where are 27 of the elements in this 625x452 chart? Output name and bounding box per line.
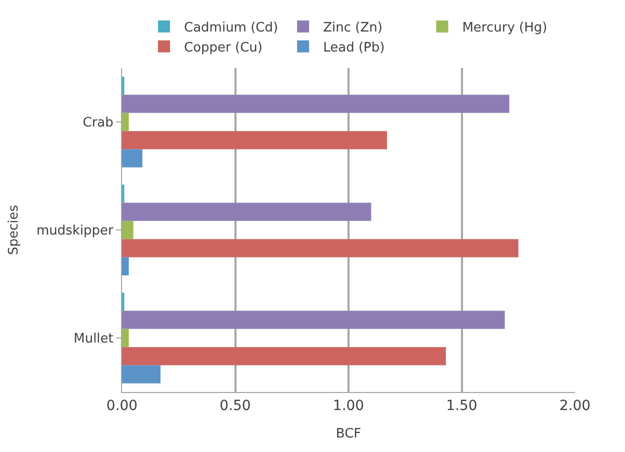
y-tick-label: Crab xyxy=(82,116,114,131)
bar xyxy=(122,131,388,150)
bar xyxy=(122,94,510,113)
x-tick-label: 0.50 xyxy=(220,398,251,414)
y-tick-label: Mullet xyxy=(74,332,114,347)
bar xyxy=(122,365,161,384)
bar xyxy=(122,347,446,366)
legend-label: Zinc (Zn) xyxy=(323,20,382,36)
x-axis-title: BCF xyxy=(336,426,362,442)
legend-label: Copper (Cu) xyxy=(184,40,262,56)
x-tick-label: 0.00 xyxy=(106,398,138,414)
x-tick-label: 1.50 xyxy=(446,398,478,414)
y-axis-title: Species xyxy=(6,204,22,256)
legend-label: Mercury (Hg) xyxy=(462,20,548,36)
bar xyxy=(122,202,372,221)
y-tick-label: mudskipper xyxy=(36,224,114,239)
x-tick-label: 2.00 xyxy=(559,398,591,414)
bar xyxy=(122,149,142,168)
bar xyxy=(122,220,134,240)
bar xyxy=(122,257,129,276)
bar xyxy=(122,310,505,329)
bar xyxy=(122,112,129,132)
x-tick-label: 1.00 xyxy=(332,398,364,414)
legend-label: Lead (Pb) xyxy=(323,40,385,56)
bar xyxy=(122,239,518,258)
bar xyxy=(122,328,129,348)
legend-label: Cadmium (Cd) xyxy=(184,20,278,36)
